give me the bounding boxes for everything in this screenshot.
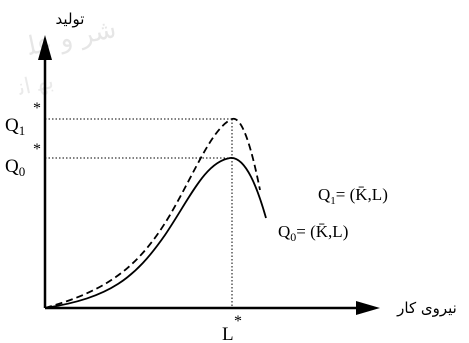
svg-text:Q1: Q1 [5,115,25,138]
q1-curve [44,118,261,309]
l-tick-label: L * [222,313,242,343]
svg-text:*: * [234,313,242,330]
y-axis-label: تولید [56,10,85,28]
x-axis-arrow [356,301,380,315]
svg-text:ﺑﻬ ﺍﻧ: ﺑﻬ ﺍﻧ [15,69,56,101]
svg-text:*: * [33,141,41,158]
q0-curve [44,157,267,309]
q0-curve-label: Q0= (K̄,L) [278,222,348,244]
svg-text:Q0: Q0 [5,156,25,179]
y-axis-arrow [38,35,52,60]
svg-text:*: * [33,100,41,117]
x-axis-label: نیروی کار [396,299,457,317]
svg-text:L: L [222,324,234,343]
q0-tick-label: Q0 * [5,141,41,179]
q1-tick-label: Q1 * [5,100,41,138]
q1-curve-label: Q1= (K̄,L) [318,185,388,207]
